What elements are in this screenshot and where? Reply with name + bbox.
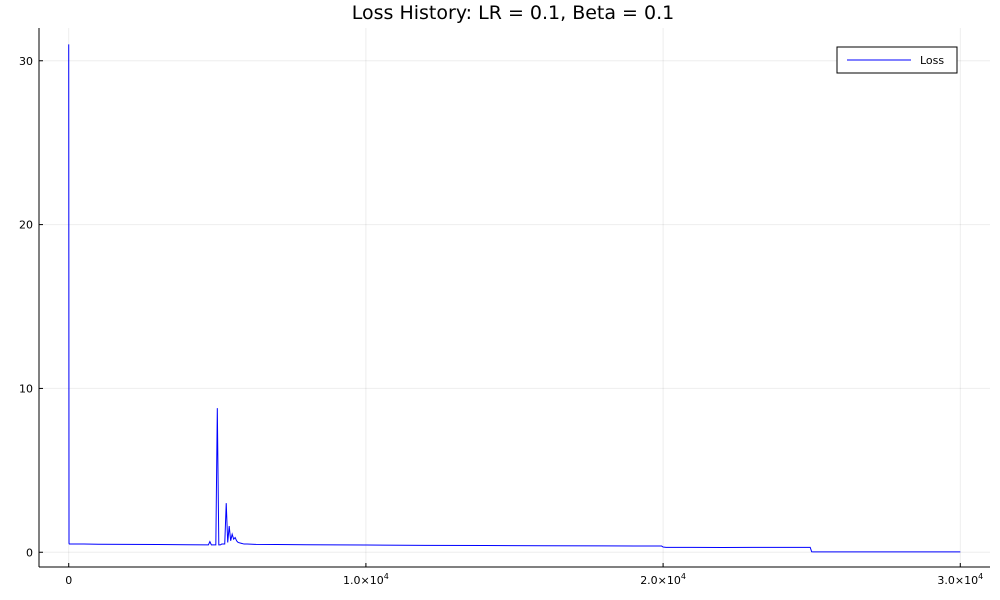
x-tick-exponent-1: 4 <box>384 572 389 581</box>
x-tick-label-3: 3.0×104 <box>937 572 983 587</box>
x-tick-label-1: 1.0×104 <box>343 572 389 587</box>
series-layer <box>68 44 961 553</box>
y-tick-label-0: 0 <box>26 546 33 559</box>
legend-label-0: Loss <box>920 54 944 67</box>
y-tick-label-2: 20 <box>19 219 33 232</box>
x-tick-exponent-2: 4 <box>681 572 686 581</box>
x-tick-mantissa-2: 2.0×10 <box>640 574 681 587</box>
legend: Loss <box>836 46 958 74</box>
x-tick-label-0: 0 <box>65 574 72 587</box>
y-tick-label-1: 10 <box>19 382 33 395</box>
x-tick-mantissa-3: 3.0×10 <box>937 574 978 587</box>
grid <box>39 28 990 567</box>
y-tick-label-3: 30 <box>19 55 33 68</box>
series-line-loss <box>68 44 961 553</box>
x-tick-label-2: 2.0×104 <box>640 572 686 587</box>
chart-title: Loss History: LR = 0.1, Beta = 0.1 <box>352 2 674 24</box>
x-tick-mantissa-1: 1.0×10 <box>343 574 384 587</box>
axes <box>38 28 990 568</box>
x-tick-exponent-3: 4 <box>978 572 983 581</box>
